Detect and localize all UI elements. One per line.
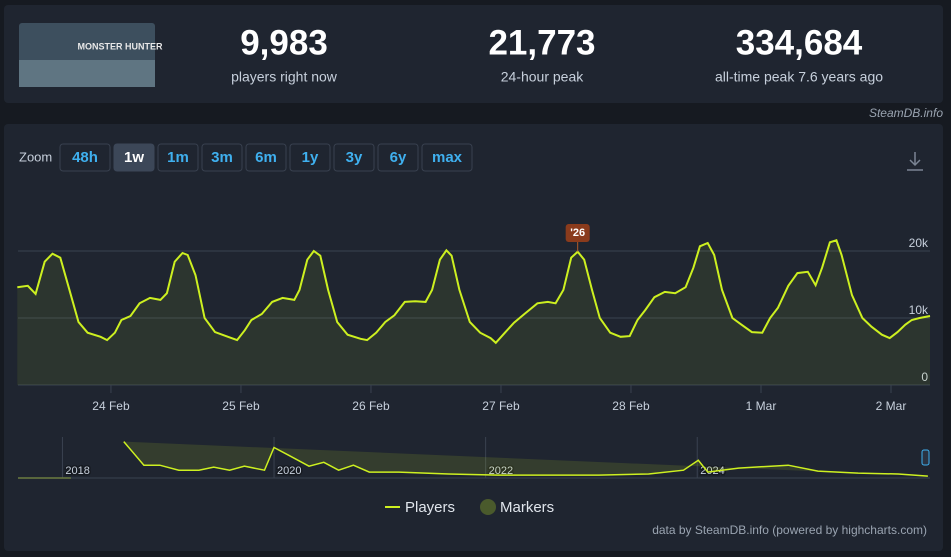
annotation-label[interactable]: '26	[570, 227, 585, 239]
zoom-button-label[interactable]: 1m	[167, 149, 189, 166]
y-tick-label: 20k	[909, 236, 929, 250]
download-icon[interactable]	[907, 152, 923, 171]
zoom-button-label[interactable]: 1y	[302, 149, 319, 166]
y-tick-label: 10k	[909, 303, 929, 317]
zoom-button-label[interactable]: 1w	[124, 149, 144, 166]
stats-panel	[4, 5, 943, 103]
legend-symbol	[480, 499, 496, 515]
area	[17, 240, 931, 385]
zoom-button[interactable]	[421, 143, 473, 172]
x-tick-label: 26 Feb	[352, 399, 390, 413]
zoom-button[interactable]	[377, 143, 419, 172]
x-tick-label: 27 Feb	[482, 399, 520, 413]
zoom-button[interactable]	[201, 143, 243, 172]
navigator-tick-label: 2020	[277, 465, 301, 477]
x-tick-label: 1 Mar	[746, 399, 777, 413]
x-tick-label: 28 Feb	[612, 399, 650, 413]
watermark: SteamDB.info	[869, 106, 943, 120]
line	[17, 239, 931, 345]
zoom-button[interactable]	[333, 143, 375, 172]
annotation-box[interactable]	[565, 224, 590, 242]
zoom-button[interactable]	[113, 143, 155, 172]
legend-label[interactable]: Markers	[500, 499, 554, 516]
navigator-area	[18, 441, 928, 478]
y-tick-label: 0	[921, 370, 928, 384]
stat-value: 9,983	[240, 23, 328, 62]
navigator-tick-label: 2018	[65, 465, 89, 477]
x-tick-label: 2 Mar	[876, 399, 907, 413]
zoom-button-label[interactable]: max	[432, 149, 463, 166]
zoom-button[interactable]	[289, 143, 331, 172]
zoom-button-label[interactable]: 6y	[390, 149, 407, 166]
navigator-handle[interactable]	[921, 449, 930, 466]
zoom-button[interactable]	[245, 143, 287, 172]
stat-value: 21,773	[488, 23, 595, 62]
zoom-button-label[interactable]: 48h	[72, 149, 98, 166]
x-tick-label: 25 Feb	[222, 399, 260, 413]
stat-value: 334,684	[736, 23, 863, 62]
zoom-label: Zoom	[19, 149, 52, 164]
zoom-button[interactable]	[59, 143, 111, 172]
thumbnail-ground	[19, 60, 155, 87]
credits: data by SteamDB.info (powered by highcha…	[652, 523, 927, 537]
legend-label[interactable]: Players	[405, 499, 455, 516]
stat-label: players right now	[231, 69, 338, 85]
chart-panel	[4, 124, 943, 551]
zoom-button-label[interactable]: 3m	[211, 149, 233, 166]
zoom-button-label[interactable]: 6m	[255, 149, 277, 166]
thumbnail-text: MONSTER HUNTER	[78, 41, 163, 51]
zoom-button[interactable]	[157, 143, 199, 172]
stat-label: 24-hour peak	[501, 69, 585, 85]
zoom-button-label[interactable]: 3y	[346, 149, 363, 166]
x-tick-label: 24 Feb	[92, 399, 130, 413]
stat-label: all-time peak 7.6 years ago	[715, 69, 883, 85]
